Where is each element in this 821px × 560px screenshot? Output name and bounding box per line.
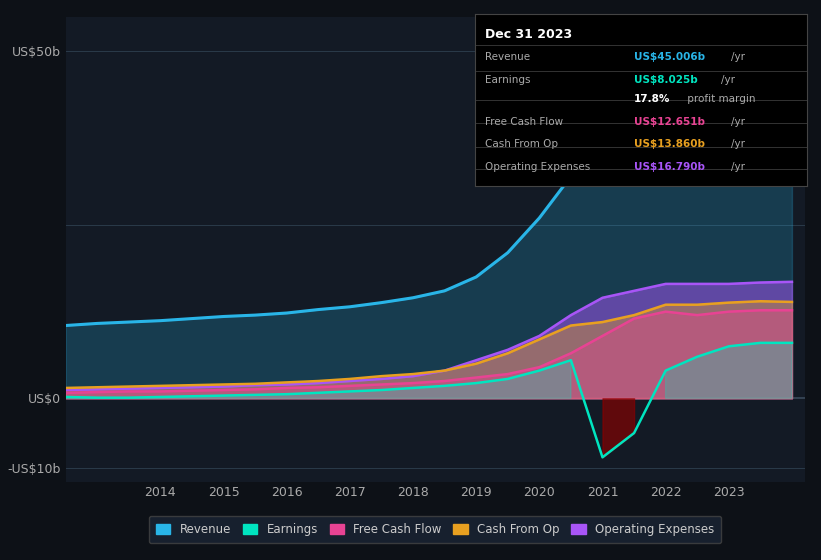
Text: Revenue: Revenue [484, 52, 530, 62]
Text: /yr: /yr [731, 162, 745, 172]
Text: 17.8%: 17.8% [634, 95, 671, 104]
Text: US$12.651b: US$12.651b [634, 117, 705, 127]
Text: Free Cash Flow: Free Cash Flow [484, 117, 562, 127]
Text: Operating Expenses: Operating Expenses [484, 162, 589, 172]
Text: US$8.025b: US$8.025b [634, 76, 698, 86]
Text: Cash From Op: Cash From Op [484, 139, 557, 149]
Legend: Revenue, Earnings, Free Cash Flow, Cash From Op, Operating Expenses: Revenue, Earnings, Free Cash Flow, Cash … [149, 516, 722, 543]
Text: /yr: /yr [731, 139, 745, 149]
Text: Earnings: Earnings [484, 76, 530, 86]
Text: /yr: /yr [722, 76, 736, 86]
Text: /yr: /yr [731, 52, 745, 62]
Text: US$16.790b: US$16.790b [634, 162, 705, 172]
Text: US$45.006b: US$45.006b [634, 52, 705, 62]
Text: profit margin: profit margin [684, 95, 755, 104]
Text: /yr: /yr [731, 117, 745, 127]
Text: US$13.860b: US$13.860b [634, 139, 705, 149]
Text: Dec 31 2023: Dec 31 2023 [484, 28, 571, 41]
